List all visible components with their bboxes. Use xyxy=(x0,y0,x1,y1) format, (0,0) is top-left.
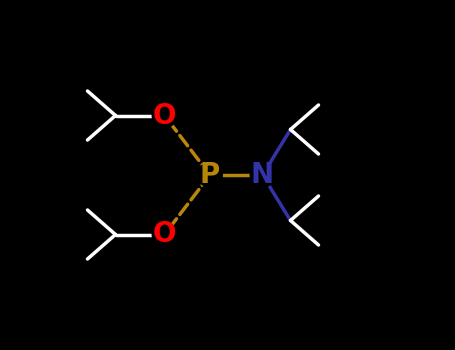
Circle shape xyxy=(250,163,275,187)
Text: N: N xyxy=(251,161,274,189)
Circle shape xyxy=(152,222,177,247)
Circle shape xyxy=(152,103,177,128)
Text: O: O xyxy=(153,102,176,130)
Text: P: P xyxy=(200,161,220,189)
Text: O: O xyxy=(153,220,176,248)
Circle shape xyxy=(198,163,222,187)
